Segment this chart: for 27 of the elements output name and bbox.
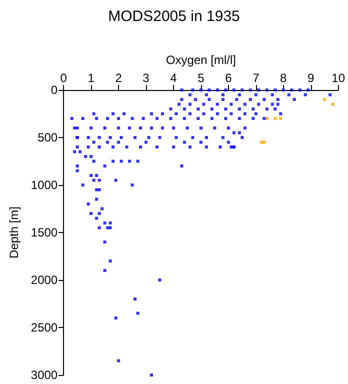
x-tick-label: 1	[88, 71, 95, 85]
x-tick-label: 6	[225, 71, 232, 85]
x-tick-label: 4	[170, 71, 178, 85]
point	[279, 117, 282, 120]
y-tick-label: 2500	[30, 320, 58, 334]
x-tick-label: 0	[60, 71, 68, 85]
point	[331, 102, 334, 106]
point	[265, 117, 268, 120]
point	[323, 98, 326, 101]
y-tick-label: 3000	[30, 368, 58, 382]
point	[262, 140, 266, 144]
x-axis-title: Oxygen [ml/l]	[166, 53, 236, 67]
x-tick-label: 5	[198, 71, 205, 85]
y-tick-label: 2000	[30, 273, 58, 287]
x-tick-label: 3	[142, 71, 150, 85]
y-tick-label: 0	[50, 83, 58, 97]
x-tick-label: 7	[252, 71, 260, 85]
x-tick-label: 10	[332, 71, 346, 85]
x-tick-label: 2	[115, 71, 122, 85]
chart-title: MODS2005 in 1935	[108, 8, 240, 25]
y-tick-label: 1000	[30, 178, 58, 192]
y-tick-label: 1500	[30, 226, 58, 240]
x-tick-label: 8	[280, 71, 288, 85]
y-tick-label: 500	[38, 130, 58, 144]
x-tick-label: 9	[308, 71, 315, 85]
y-axis-title: Depth [m]	[7, 206, 21, 259]
point	[274, 117, 277, 120]
